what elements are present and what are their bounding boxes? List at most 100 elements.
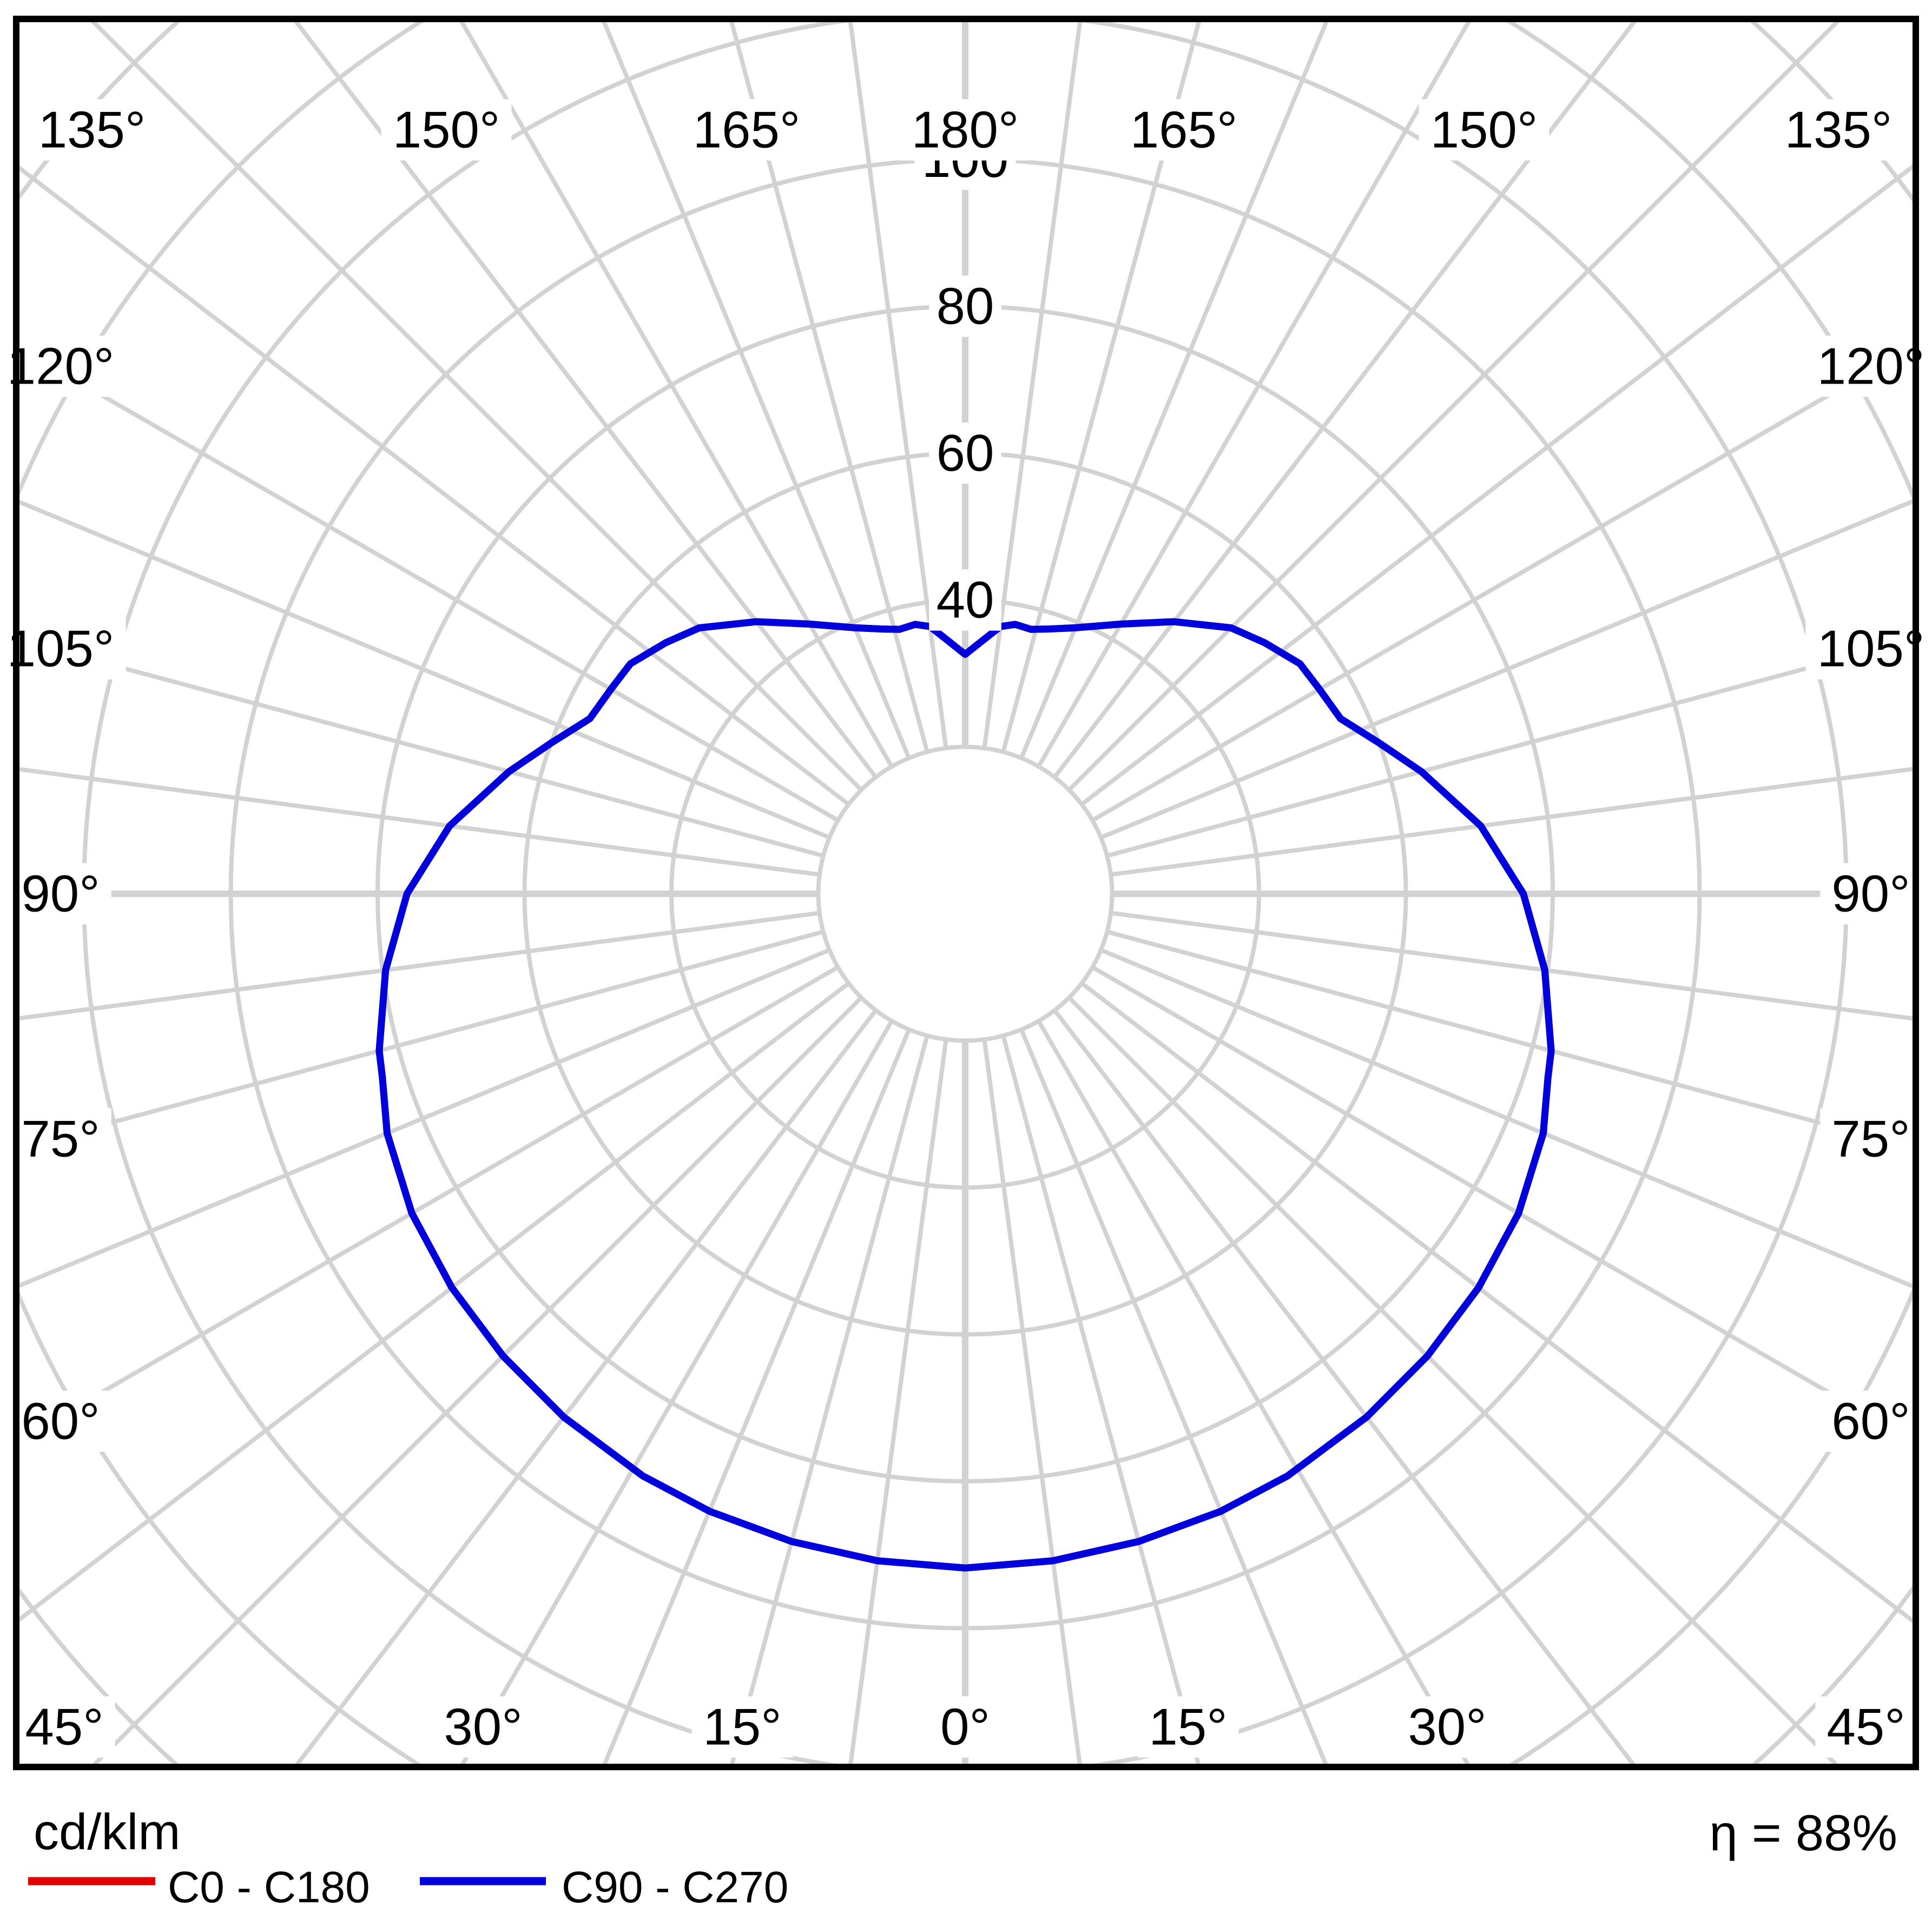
polar-grid-radial — [1106, 929, 1913, 1150]
polar-grid-radial — [848, 22, 948, 749]
angle-label-bottom-15-bg — [691, 1696, 793, 1758]
polar-grid-radial — [1080, 164, 1913, 806]
polar-grid-radial — [459, 22, 894, 768]
polar-grid-radial — [1080, 981, 1913, 1624]
polar-grid-radial — [1053, 1008, 1636, 1764]
intensity-curves — [375, 618, 1555, 1572]
angle-label-left-60: 60° — [21, 1393, 100, 1450]
legend-label-c90-c270: C90 - C270 — [562, 1863, 788, 1912]
polar-grid-radial — [19, 638, 824, 858]
ring-value-label-bg — [929, 569, 1001, 631]
polar-grid-radial — [19, 499, 830, 840]
polar-grid-radial — [19, 165, 850, 806]
polar-grid-radial — [1067, 22, 1840, 792]
ring-value-label-bg — [929, 422, 1001, 484]
angle-label-left-105: 105° — [7, 620, 115, 678]
polar-grid-radial — [19, 948, 830, 1288]
polar-grid-radial — [729, 1035, 929, 1764]
efficiency-label: η = 88% — [1709, 1804, 1897, 1861]
angle-label-right-120: 120° — [1817, 338, 1925, 395]
angle-label-left-75-bg — [10, 1108, 111, 1170]
angle-label-top-165-bg — [1118, 99, 1249, 161]
polar-grid-radial — [1110, 767, 1913, 877]
polar-grid-radial — [92, 996, 863, 1764]
polar-grid-radial — [982, 1039, 1082, 1764]
angle-label-bottom-45: 45° — [25, 1698, 103, 1756]
angle-label-top-165: 165° — [693, 101, 801, 159]
polar-grid-radial — [1091, 344, 1913, 822]
polar-grid-radial — [1067, 996, 1838, 1764]
angle-label-top-135: 135° — [1785, 101, 1893, 159]
angle-label-left-75: 75° — [21, 1110, 100, 1168]
polar-grid-radial — [19, 345, 839, 822]
angle-label-right-105: 105° — [1817, 620, 1925, 678]
angle-label-top-150: 150° — [393, 101, 500, 159]
polar-grid-radial — [19, 929, 824, 1150]
polar-grid-radial — [1037, 1020, 1470, 1764]
plot-frame — [13, 16, 1919, 1770]
angle-label-bottom-45-bg — [1815, 1696, 1917, 1758]
angle-label-right-90: 90° — [1831, 865, 1910, 923]
ring-value-label-bg — [929, 275, 1001, 337]
angle-label-left-60-bg — [10, 1390, 111, 1452]
units-label: cd/klm — [34, 1803, 181, 1860]
angle-label-top-135-bg — [27, 99, 157, 161]
angle-label-right-90-bg — [1820, 863, 1922, 925]
angle-label-left-120: 120° — [7, 338, 115, 395]
polar-grid-radial — [982, 22, 1083, 749]
polar-grid-radial — [19, 767, 820, 877]
polar-grid-radial — [848, 1039, 948, 1764]
ring-value-label: 40 — [937, 571, 994, 629]
angle-label-bottom-30: 30° — [1408, 1698, 1486, 1756]
legend: C0 - C180 C90 - C270 — [28, 1863, 788, 1912]
polar-grid-radial — [19, 981, 850, 1623]
angle-label-bottom-30-bg — [432, 1696, 534, 1758]
angle-label-top-165: 165° — [1130, 101, 1238, 159]
angle-label-right-120-bg — [1805, 335, 1932, 397]
polar-grid-radial — [602, 22, 911, 759]
angle-label-bottom-0-bg — [929, 1696, 1001, 1758]
angle-label-top-150: 150° — [1430, 101, 1538, 159]
ring-value-label: 60 — [937, 424, 994, 482]
angle-label-bottom-15: 15° — [1149, 1698, 1227, 1756]
angle-label-top-180: 180° — [912, 101, 1019, 159]
polar-grid-radial — [1019, 1028, 1328, 1764]
angle-label-top-150-bg — [1419, 99, 1549, 161]
angle-label-right-75: 75° — [1831, 1110, 1910, 1168]
polar-grid-radial — [460, 1020, 894, 1764]
angle-label-bottom-15: 15° — [703, 1698, 781, 1756]
angle-label-bottom-30-bg — [1396, 1696, 1498, 1758]
angle-label-right-60: 60° — [1831, 1393, 1910, 1450]
angle-label-right-105-bg — [1805, 618, 1932, 680]
polar-grid-radial — [19, 911, 820, 1021]
polar-grid-radial — [1091, 965, 1913, 1443]
polar-grid-radial — [1106, 637, 1913, 858]
angle-label-bottom-45: 45° — [1827, 1698, 1905, 1756]
angle-label-top-165-bg — [681, 99, 812, 161]
ring-value-label: 80 — [937, 278, 994, 335]
angle-label-bottom-45-bg — [14, 1696, 115, 1758]
angle-label-top-135-bg — [1773, 99, 1904, 161]
angle-label-left-105-bg — [0, 618, 126, 680]
angle-label-left-90-bg — [10, 863, 111, 925]
polar-grid-radial — [1001, 1035, 1201, 1764]
polar-grid-radial — [602, 1028, 911, 1764]
angle-label-bottom-15-bg — [1137, 1696, 1239, 1758]
polar-grid-radial — [19, 965, 839, 1442]
angle-label-right-75-bg — [1820, 1108, 1922, 1170]
polar-grid-ring — [816, 744, 1115, 1043]
polar-grid-radial — [1053, 22, 1637, 779]
angle-label-left-90: 90° — [21, 865, 100, 923]
curve-c90-c270 — [375, 618, 1555, 1572]
angle-label-bottom-0: 0° — [940, 1698, 990, 1756]
polar-grid-radial — [293, 22, 878, 779]
angle-label-bottom-30: 30° — [444, 1698, 522, 1756]
polar-grid-radial — [295, 1008, 878, 1764]
axis-labels: 406080100135°150°165°180°165°150°135°45°… — [0, 99, 1932, 1758]
angle-label-top-135: 135° — [38, 101, 146, 159]
angle-label-right-60-bg — [1820, 1390, 1922, 1452]
legend-label-c0-c180: C0 - C180 — [168, 1863, 370, 1912]
polar-grid-radial — [1110, 911, 1913, 1021]
